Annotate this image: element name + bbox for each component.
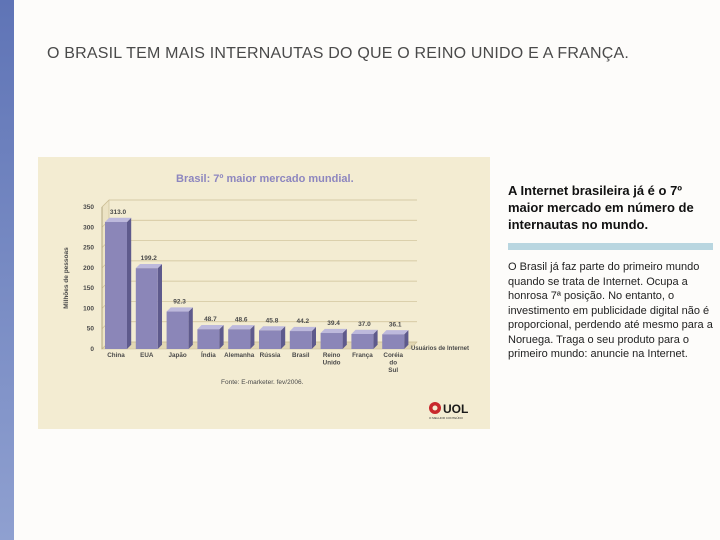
y-tick-label: 50 xyxy=(87,326,95,333)
bar xyxy=(197,329,220,349)
y-tick-label: 300 xyxy=(83,224,94,231)
y-tick-label: 100 xyxy=(83,305,94,312)
bar-side xyxy=(373,329,378,349)
x-tick-label: EUA xyxy=(140,352,154,359)
x-tick-label: Japão xyxy=(168,352,186,359)
bar-side xyxy=(157,263,162,349)
x-tick-label: China xyxy=(107,352,125,359)
bar-side xyxy=(281,326,286,349)
x-tick-label-line: EUA xyxy=(140,352,154,359)
data-label: 36.1 xyxy=(389,321,402,328)
data-label: 48.6 xyxy=(235,316,248,323)
x-tick-label: Brasil xyxy=(292,352,310,359)
bar xyxy=(135,268,158,349)
data-label: 45.8 xyxy=(266,317,279,324)
gridline-slant xyxy=(101,199,110,208)
bar-top xyxy=(320,328,347,334)
data-label: 313.0 xyxy=(110,209,127,216)
bar-top xyxy=(135,263,162,269)
slide-title: O BRASIL TEM MAIS INTERNAUTAS DO QUE O R… xyxy=(47,45,629,62)
y-tick-label: 250 xyxy=(83,245,94,252)
series-label: Usuários de Internet xyxy=(411,346,469,352)
bar-top xyxy=(197,325,224,330)
bar-side xyxy=(219,325,224,349)
bar-top xyxy=(351,329,378,334)
side-panel: A Internet brasileira já é o 7º maior me… xyxy=(508,182,713,362)
y-tick-label: 350 xyxy=(83,204,94,211)
uol-logo-icon-center xyxy=(432,405,438,411)
x-tick-label: Coréia do Sul xyxy=(383,352,403,374)
y-tick-label: 0 xyxy=(90,346,94,353)
chart-source: Fonte: E-marketer. fev/2006. xyxy=(221,379,304,386)
x-tick-label-line: do xyxy=(389,360,397,367)
chart-figure: Brasil: 7º maior mercado mundial. 0 50 100 1… xyxy=(38,157,490,429)
uol-logo-text: UOL xyxy=(443,402,468,416)
bar-side xyxy=(250,325,255,349)
bar-side xyxy=(127,217,132,349)
chart-title: Brasil: 7º maior mercado mundial. xyxy=(176,173,354,185)
y-tick-label: 200 xyxy=(83,265,94,272)
left-accent-bar xyxy=(0,0,14,540)
x-tick-label-line: Unido xyxy=(323,360,341,367)
x-tick-label-line: Índia xyxy=(201,350,216,359)
data-label: 39.4 xyxy=(327,320,340,327)
data-label: 44.2 xyxy=(296,318,309,325)
bar-top xyxy=(228,325,255,330)
x-tick-label: Alemanha xyxy=(224,352,255,359)
bar-side xyxy=(188,307,193,349)
bar-top xyxy=(289,326,316,332)
bar-top xyxy=(166,307,193,312)
x-tick-label: Reino Unido xyxy=(323,352,341,367)
x-tick-label-line: Sul xyxy=(388,367,398,374)
bar xyxy=(351,333,374,349)
bar xyxy=(228,329,251,349)
x-tick-label-line: França xyxy=(352,352,373,359)
bar xyxy=(320,333,343,349)
data-label: 199.2 xyxy=(141,255,158,262)
data-label: 37.0 xyxy=(358,321,371,328)
x-tick-label-line: Japão xyxy=(168,352,186,359)
y-axis-label: Milhões de pessoas xyxy=(63,247,70,309)
bar xyxy=(105,222,127,349)
x-tick-label-line: Rússia xyxy=(260,352,281,359)
uol-logo-tagline: O MELHOR CONTEÚDO xyxy=(429,415,464,420)
x-tick-label-line: Brasil xyxy=(292,352,310,359)
side-body-text: O Brasil já faz parte do primeiro mundo … xyxy=(508,261,713,360)
divider xyxy=(508,243,713,250)
bar xyxy=(382,334,405,349)
x-tick-label-line: China xyxy=(107,352,125,359)
side-heading: A Internet brasileira já é o 7º maior me… xyxy=(508,183,694,232)
bar-top xyxy=(382,330,409,335)
x-tick-label-line: Alemanha xyxy=(224,352,255,359)
bar xyxy=(289,331,312,349)
x-tick-label-line: Reino xyxy=(323,352,341,359)
y-tick-label: 150 xyxy=(83,285,94,292)
x-tick-label: Rússia xyxy=(260,352,281,359)
bar xyxy=(259,330,281,349)
bar-chart: Brasil: 7º maior mercado mundial. 0 50 100 1… xyxy=(63,173,469,420)
bar xyxy=(166,311,189,349)
bar-top xyxy=(259,326,286,331)
x-tick-label-line: Coréia xyxy=(383,352,403,359)
x-tick-label: Índia xyxy=(201,350,216,359)
bar-side xyxy=(342,328,347,349)
data-label: 48.7 xyxy=(204,316,217,323)
bar-side xyxy=(311,326,316,349)
bar-top xyxy=(105,217,132,223)
x-tick-label: França xyxy=(352,352,373,359)
bar-side xyxy=(404,330,409,349)
data-label: 92.3 xyxy=(173,299,186,306)
